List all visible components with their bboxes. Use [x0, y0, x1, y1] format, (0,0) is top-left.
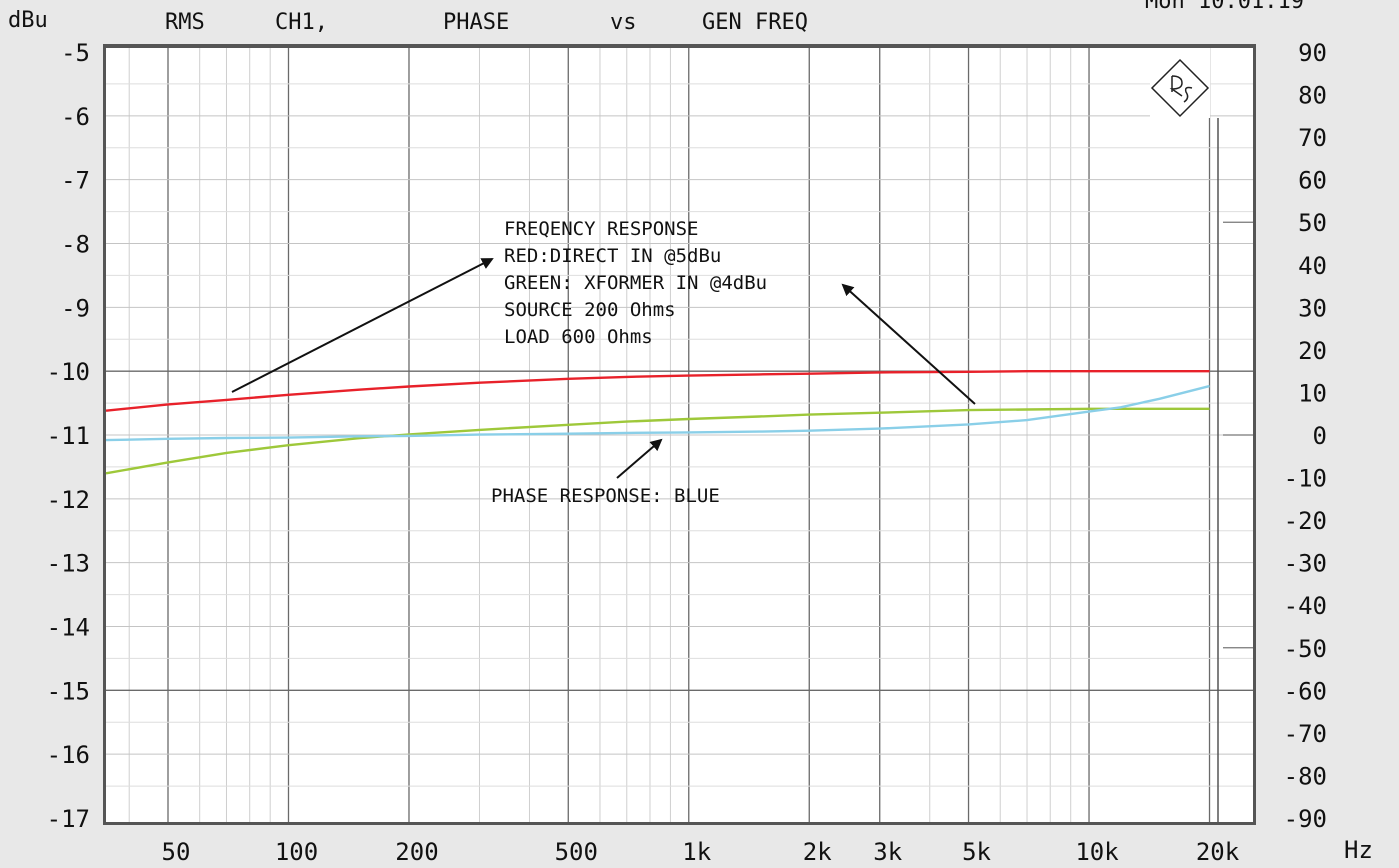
y-left-tick-label: -8	[61, 231, 90, 259]
title-phase: PHASE	[443, 10, 509, 35]
phase-response-note: PHASE RESPONSE: BLUE	[491, 485, 720, 507]
title-rms: RMS	[165, 10, 205, 35]
x-tick-label: 5k	[962, 838, 991, 866]
y-left-tick-label: -14	[47, 614, 90, 642]
x-tick-label: 20k	[1196, 838, 1240, 866]
x-tick-label: 10k	[1075, 838, 1119, 866]
x-axis: 50 100 200 500 1k 2k 3k 5k 10k 20k	[162, 838, 1240, 866]
x-unit-label: Hz	[1344, 836, 1373, 864]
y-left-tick-label: -5	[61, 39, 90, 67]
y-left-tick-label: -9	[61, 294, 90, 322]
y-right-tick-label: 60	[1298, 167, 1327, 195]
y-right-tick-label: 50	[1298, 209, 1327, 237]
note-line-5: LOAD 600 Ohms	[504, 326, 653, 348]
curves	[105, 370, 1210, 475]
x-tick-label: 3k	[873, 838, 902, 866]
y-left-tick-label: -12	[47, 486, 90, 514]
x-tick-label: 200	[395, 838, 438, 866]
y-left-tick-label: -11	[47, 422, 90, 450]
y-right-tick-label: 30	[1298, 294, 1327, 322]
note-line-1: FREQENCY RESPONSE	[504, 218, 698, 240]
series-green-line	[105, 407, 1210, 475]
y-right-tick-label: -50	[1284, 635, 1327, 663]
y-right-axis: 90 80 70 60 50 40 30 20 10 0 -10 -20 -30 -40 -50 -60 -70…	[1284, 39, 1327, 833]
y-left-tick-label: -17	[47, 805, 90, 833]
y-left-axis: -5 -6 -7 -8 -9 -10 -11 -12 -13 -14 -15 -16 -17	[47, 39, 90, 833]
y-right-tick-label: -10	[1284, 465, 1327, 493]
y-right-tick-label: 70	[1298, 124, 1327, 152]
y-left-tick-label: -7	[61, 167, 90, 195]
y-right-tick-label: 80	[1298, 82, 1327, 110]
y-left-tick-label: -10	[47, 358, 90, 386]
y-right-tick-label: -80	[1284, 762, 1327, 790]
y-right-tick-label: -30	[1284, 550, 1327, 578]
y-right-tick-label: 40	[1298, 252, 1327, 280]
frequency-response-note: FREQENCY RESPONSE RED:DIRECT IN @5dBu GR…	[504, 218, 767, 348]
y-unit-label: dBu	[8, 8, 48, 33]
note-line-2: RED:DIRECT IN @5dBu	[504, 245, 721, 267]
y-right-tick-label: 10	[1298, 379, 1327, 407]
x-tick-label: 2k	[803, 838, 832, 866]
title-channel: CH1,	[275, 10, 328, 35]
y-left-tick-label: -13	[47, 550, 90, 578]
y-left-tick-label: -15	[47, 677, 90, 705]
timestamp: Mon 10:01:19	[1145, 0, 1304, 14]
series-blue-line	[105, 384, 1210, 442]
y-left-tick-label: -6	[61, 103, 90, 131]
y-left-tick-label: -16	[47, 741, 90, 769]
rs-logo	[1150, 48, 1210, 118]
y-right-tick-label: -90	[1284, 805, 1327, 833]
y-right-tick-label: 90	[1298, 39, 1327, 67]
note-line-4: SOURCE 200 Ohms	[504, 299, 676, 321]
grid	[106, 48, 1253, 822]
x-tick-label: 500	[555, 838, 598, 866]
y-right-tick-label: -60	[1284, 677, 1327, 705]
title-gen-freq: GEN FREQ	[702, 10, 808, 35]
y-right-tick-label: 20	[1298, 337, 1327, 365]
y-right-tick-label: -70	[1284, 720, 1327, 748]
arrow-to-blue-curve	[616, 438, 663, 479]
note-line-3: GREEN: XFORMER IN @4dBu	[504, 272, 767, 294]
title-vs: vs	[610, 10, 637, 35]
y-right-tick-label: -40	[1284, 592, 1327, 620]
arrow-to-red-note	[231, 258, 494, 393]
arrow-to-green-note	[841, 283, 976, 405]
x-tick-label: 1k	[682, 838, 711, 866]
series-red-line	[105, 370, 1210, 412]
x-tick-label: 100	[275, 838, 318, 866]
y-right-tick-label: 0	[1313, 422, 1327, 450]
y-right-tick-label: -20	[1284, 507, 1327, 535]
x-tick-label: 50	[162, 838, 191, 866]
